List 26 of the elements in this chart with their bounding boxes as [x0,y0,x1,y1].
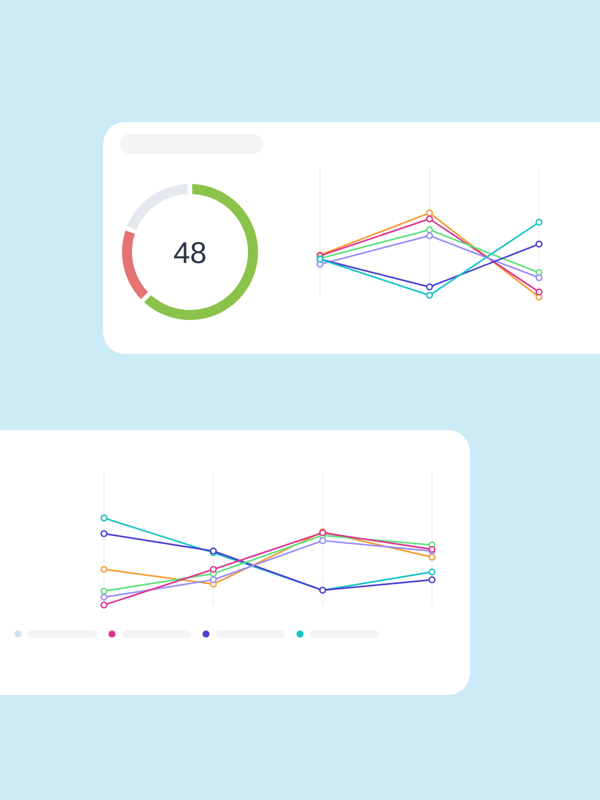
text: 48 [173,237,207,270]
point [100,530,108,538]
donut-slice [127,184,188,230]
point [428,554,436,561]
point [426,292,433,299]
point [428,576,436,584]
point [426,283,433,290]
point [210,576,217,584]
point [536,274,542,282]
point [100,594,108,601]
point [426,210,433,216]
point [100,566,108,573]
donut-slice [122,230,148,300]
point [210,566,217,573]
point [536,218,542,226]
point [426,232,433,240]
point [536,240,542,248]
donut-slice [144,184,258,320]
point [426,226,433,234]
point [100,514,108,522]
point [426,215,433,222]
point [100,602,108,608]
point [536,288,542,296]
point [100,588,108,595]
point [428,568,436,576]
point [319,537,326,544]
